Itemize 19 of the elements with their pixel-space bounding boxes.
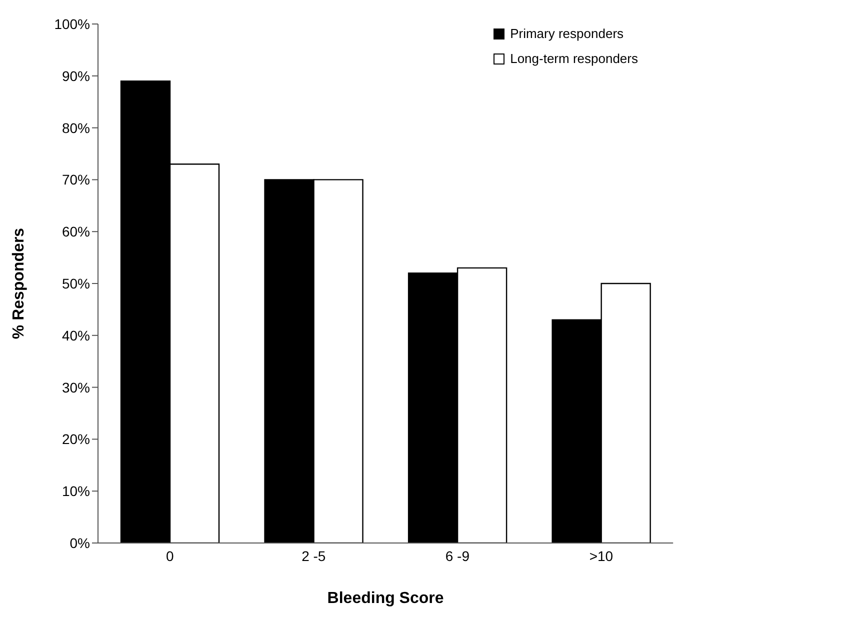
x-tick-label: 2 -5 [302,548,326,564]
y-tick-label: 90% [62,68,90,84]
y-tick-label: 20% [62,431,90,448]
x-axis-title: Bleeding Score [327,590,444,607]
y-tick-label: 80% [62,120,90,136]
legend-label: Primary responders [510,26,624,41]
y-tick-label: 70% [62,172,90,188]
x-tick-label: 6 -9 [445,548,470,564]
y-tick-label: 60% [62,224,90,240]
y-tick-label: 0% [70,534,90,551]
y-axis-title: % Responders [10,228,28,340]
y-tick-label: 10% [62,483,90,500]
y-tick-label: 30% [62,379,90,396]
legend-label: Long-term responders [510,51,638,66]
y-tick-label: 40% [62,327,90,344]
x-tick-label: >10 [589,548,614,564]
y-tick-label: 50% [62,275,90,292]
x-tick-label: 0 [166,548,174,564]
y-tick-label: 100% [54,16,90,32]
